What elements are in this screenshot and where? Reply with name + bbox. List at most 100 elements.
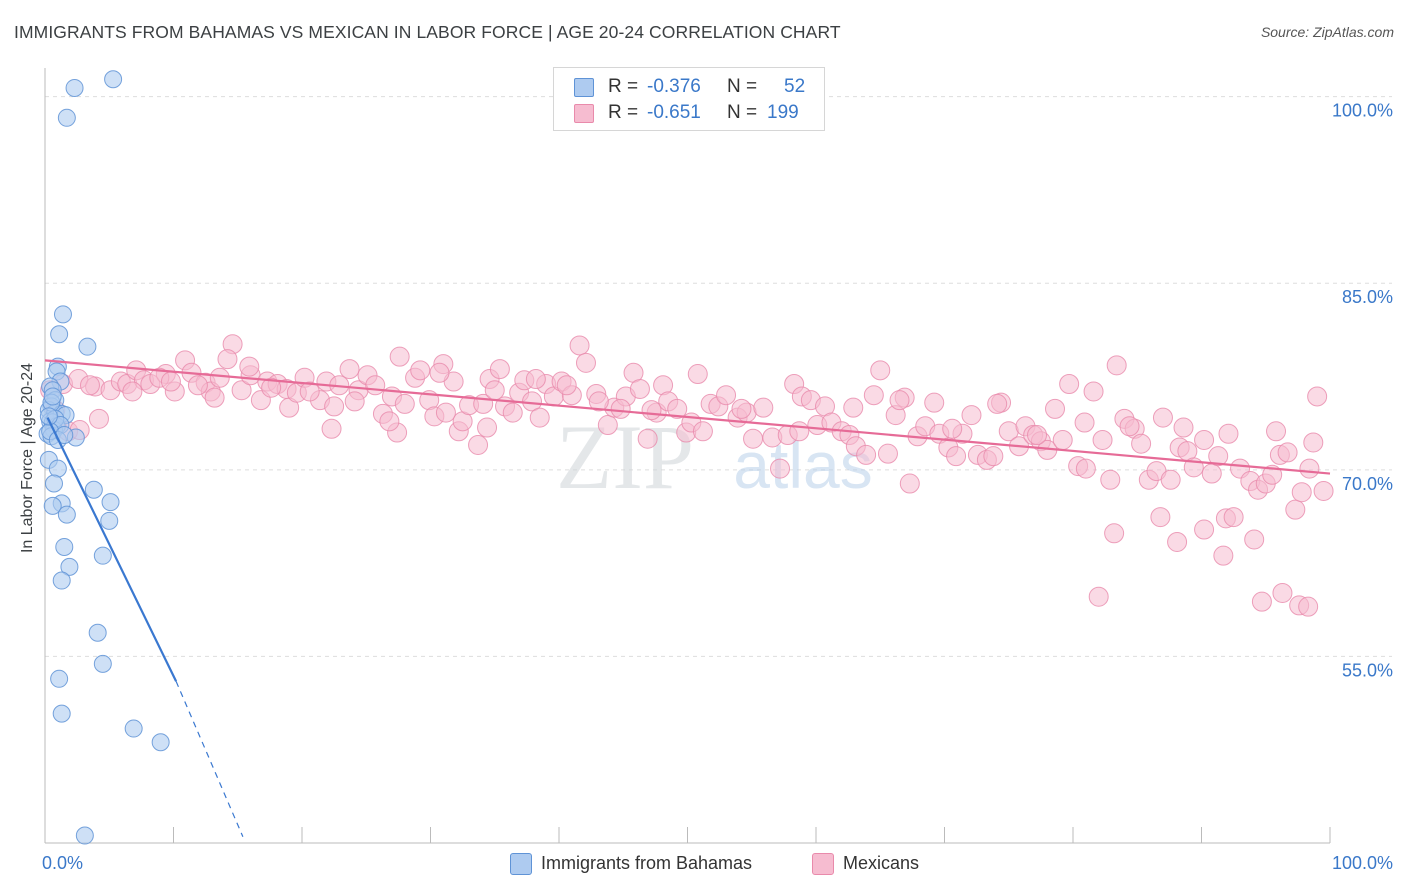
mexicans-point bbox=[339, 359, 360, 380]
mexicans-point bbox=[1213, 545, 1234, 566]
mexicans-point bbox=[261, 377, 282, 398]
mexicans-point bbox=[217, 349, 238, 370]
bahamas-point bbox=[151, 733, 170, 752]
legend-label: Mexicans bbox=[843, 853, 920, 873]
mexicans-point bbox=[1173, 417, 1194, 438]
mexicans-point bbox=[1277, 442, 1298, 463]
mexicans-point bbox=[468, 434, 489, 455]
mexicans-point bbox=[1150, 507, 1171, 528]
mexicans-point bbox=[946, 446, 967, 467]
bahamas-point bbox=[55, 537, 74, 556]
bahamas-point bbox=[44, 474, 63, 493]
bahamas-point bbox=[53, 305, 72, 324]
mexicans-point bbox=[1052, 429, 1073, 450]
mexicans-point bbox=[79, 375, 100, 396]
mexicans-point bbox=[731, 398, 752, 419]
bahamas-point bbox=[65, 78, 84, 97]
mexicans-point bbox=[987, 393, 1008, 414]
mexicans-point bbox=[1272, 582, 1293, 603]
mexicans-point bbox=[1194, 519, 1215, 540]
mexicans-point bbox=[1307, 386, 1328, 407]
bahamas-points bbox=[38, 70, 170, 845]
mexicans-point bbox=[924, 392, 945, 413]
grid-layer bbox=[45, 96, 1392, 657]
mexicans-point bbox=[692, 421, 713, 442]
mexicans-point bbox=[1152, 407, 1173, 428]
mexicans-point bbox=[1266, 421, 1287, 442]
mexicans-point bbox=[502, 402, 523, 423]
mexicans-point bbox=[209, 367, 230, 388]
bahamas-point bbox=[88, 623, 107, 642]
r-value: -0.651 bbox=[647, 102, 701, 123]
mexicans-point bbox=[529, 407, 550, 428]
bahamas-point bbox=[39, 407, 58, 426]
bahamas-trend-extension bbox=[175, 681, 244, 838]
mexicans-point bbox=[629, 378, 650, 399]
mexicans-point bbox=[1100, 469, 1121, 490]
mexicans-point bbox=[435, 402, 456, 423]
mexicans-point bbox=[1218, 423, 1239, 444]
mexicans-point bbox=[667, 398, 688, 419]
mexicans-point bbox=[324, 396, 345, 417]
watermark-zip: ZIP bbox=[556, 406, 694, 508]
mexicans-point bbox=[321, 418, 342, 439]
mexicans-point bbox=[641, 400, 662, 421]
n-label: N = bbox=[727, 76, 758, 97]
stats-box: R = -0.376 N = 52 R = -0.651 N = 199 bbox=[553, 67, 825, 131]
mexicans-point bbox=[770, 458, 791, 479]
mexicans-point bbox=[88, 408, 109, 429]
bahamas-point bbox=[84, 480, 103, 499]
mexicans-point bbox=[379, 411, 400, 432]
mexicans-point bbox=[1313, 480, 1334, 501]
mexicans-point bbox=[477, 417, 498, 438]
x-tick-label: 100.0% bbox=[1332, 853, 1393, 873]
mexicans-point bbox=[365, 375, 386, 396]
mexicans-point bbox=[1285, 499, 1306, 520]
mexicans-point bbox=[394, 393, 415, 414]
mexicans-trend-line bbox=[44, 359, 1331, 475]
bahamas-point bbox=[52, 571, 71, 590]
bahamas-point bbox=[60, 557, 79, 576]
mexicans-point bbox=[1262, 464, 1283, 485]
mexicans-point bbox=[1298, 596, 1319, 617]
mexicans-point bbox=[1119, 416, 1140, 437]
mexicans-point bbox=[389, 346, 410, 367]
mexicans-point bbox=[1303, 432, 1324, 453]
mexicans-point bbox=[753, 397, 774, 418]
n-value: 52 bbox=[784, 76, 806, 97]
tick-labels: 55.0% 70.0% 85.0% 100.0% 0.0% 100.0% bbox=[42, 101, 1393, 873]
mexicans-point bbox=[597, 415, 618, 436]
mexicans-point bbox=[856, 444, 877, 465]
mexicans-point bbox=[789, 421, 810, 442]
mexicans-point bbox=[239, 356, 260, 377]
mexicans-point bbox=[961, 405, 982, 426]
mexicans-point bbox=[569, 335, 590, 356]
y-tick-label: 85.0% bbox=[1342, 287, 1393, 307]
bahamas-point bbox=[50, 325, 69, 344]
mexicans-point bbox=[1131, 433, 1152, 454]
mexicans-point bbox=[1075, 458, 1096, 479]
mexicans-point bbox=[1299, 458, 1320, 479]
bahamas-point bbox=[104, 70, 123, 89]
bahamas-point bbox=[93, 654, 112, 673]
bahamas-point bbox=[75, 826, 94, 845]
mexicans-point bbox=[299, 381, 320, 402]
mexicans-point bbox=[484, 380, 505, 401]
bahamas-point bbox=[50, 669, 69, 688]
bahamas-point bbox=[43, 496, 62, 515]
mexicans-point bbox=[204, 387, 225, 408]
mexicans-point bbox=[1223, 507, 1244, 528]
r-label: R = bbox=[608, 76, 639, 97]
mexicans-point bbox=[877, 443, 898, 464]
mexicans-point bbox=[1208, 446, 1229, 467]
mexicans-point bbox=[410, 360, 431, 381]
bahamas-point bbox=[48, 459, 67, 478]
y-tick-label: 100.0% bbox=[1332, 101, 1393, 121]
mexicans-point bbox=[983, 446, 1004, 467]
n-value: 199 bbox=[767, 102, 799, 123]
mexicans-point bbox=[231, 380, 252, 401]
mexicans-point bbox=[1160, 469, 1181, 490]
y-tick-label: 70.0% bbox=[1342, 474, 1393, 494]
mexicans-point bbox=[610, 398, 631, 419]
